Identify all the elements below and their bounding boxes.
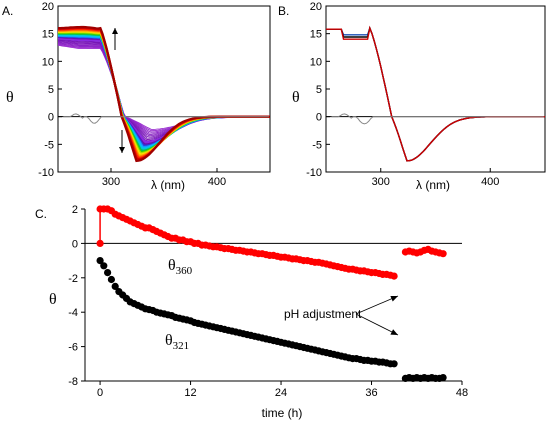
panel-a-spectrum-line — [57, 42, 270, 135]
panel-a-ytick-label: -10 — [38, 167, 54, 179]
panel-c: C. θ time (h) pH adjustment θ360 θ321 -8… — [35, 204, 468, 420]
theta321-label: θ321 — [165, 332, 189, 352]
panel-c-letter: C. — [35, 207, 47, 221]
panel-c-ytick-label: -8 — [68, 376, 78, 388]
ph-adjustment-annotation: pH adjustment — [284, 307, 362, 321]
panel-b-xtick-label: 400 — [481, 176, 499, 188]
panel-c-xtick-label: 0 — [97, 387, 103, 399]
panel-b-spectrum-line — [326, 26, 545, 162]
panel-b-ytick-label: -5 — [312, 139, 322, 151]
panel-c-ylabel: θ — [49, 291, 57, 308]
panel-b-spectrum-line — [326, 25, 545, 162]
panel-b: B. θ λ (nm) -10 -5 0 5 10 15 20 300 400 — [278, 1, 546, 192]
panel-a-ytick-label: 0 — [48, 112, 54, 124]
panel-a-xtick-label: 400 — [208, 176, 226, 188]
panel-b-letter: B. — [278, 4, 289, 18]
panel-b-xtick-label: 300 — [372, 176, 390, 188]
theta321-point — [439, 374, 447, 382]
panel-c-ytick-label: -2 — [68, 273, 78, 285]
panel-b-ytick-label: -10 — [306, 167, 322, 179]
panel-a-spectrum-line — [57, 41, 270, 137]
panel-a-buffer-trace — [63, 113, 269, 124]
panel-a-ytick-label: 10 — [42, 56, 54, 68]
panel-b-ytick-label: 0 — [316, 112, 322, 124]
panel-c-xlabel: time (h) — [262, 406, 303, 420]
panel-a-ytick-label: -5 — [44, 139, 54, 151]
panel-c-ytick-label: 0 — [72, 238, 78, 250]
theta360-point — [96, 239, 104, 247]
panel-a-ytick-label: 20 — [42, 1, 54, 13]
panel-a-ytick-label: 5 — [48, 84, 54, 96]
panel-c-ytick-label: 2 — [72, 204, 78, 216]
theta321-point — [111, 282, 119, 290]
panel-b-ytick-label: 10 — [310, 56, 322, 68]
panel-a-spectrum-line — [57, 37, 270, 144]
panel-a-spectrum-line — [57, 43, 270, 133]
theta360-label: θ360 — [168, 257, 193, 277]
panel-a-letter: A. — [2, 4, 13, 18]
panel-c-xtick-label: 24 — [275, 387, 287, 399]
panel-c-ytick-label: -6 — [68, 342, 78, 354]
theta321-point — [390, 360, 398, 368]
panel-b-spectrum-line — [326, 25, 545, 162]
panel-a-spectrum-line — [57, 36, 270, 145]
ph-arrow-up — [355, 295, 399, 315]
panel-b-frame — [325, 5, 546, 173]
panel-a-arrow-down-head — [119, 147, 125, 153]
panel-a-spectrum-line — [57, 40, 270, 138]
panel-a-spectrum-line — [57, 39, 270, 140]
theta321-point — [100, 262, 108, 270]
panel-a-xtick-label: 300 — [102, 176, 120, 188]
panel-b-ytick-label: 5 — [316, 84, 322, 96]
panel-c-xtick-label: 12 — [184, 387, 196, 399]
theta360-point — [439, 250, 447, 258]
panel-c-ytick-label: -4 — [68, 307, 78, 319]
panel-a-spectrum-line — [57, 40, 270, 139]
panel-c-xtick-label: 48 — [456, 387, 468, 399]
panel-a-arrow-up-head — [112, 28, 118, 34]
panel-a-ylabel: θ — [6, 89, 14, 106]
theta360-point — [390, 272, 398, 280]
panel-b-ytick-label: 15 — [310, 29, 322, 41]
theta321-point — [96, 257, 104, 265]
ph-arrow-up-head — [390, 296, 398, 302]
panel-a-ytick-label: 15 — [42, 29, 54, 41]
panel-a: A. θ λ (nm) -10 -5 0 5 10 15 20 300 400 — [2, 1, 271, 192]
theta321-point — [107, 275, 115, 284]
panel-b-xlabel: λ (nm) — [416, 178, 450, 192]
panel-c-xtick-label: 36 — [365, 387, 377, 399]
panel-a-xlabel: λ (nm) — [151, 178, 185, 192]
panel-b-ytick-label: 20 — [310, 1, 322, 13]
panel-b-buffer-trace — [331, 113, 544, 125]
theta321-point — [104, 269, 112, 277]
ph-arrow-down-head — [390, 329, 398, 335]
panel-b-ylabel: θ — [292, 89, 300, 106]
ph-arrow-down — [355, 313, 399, 336]
panel-a-spectrum-line — [57, 38, 270, 142]
